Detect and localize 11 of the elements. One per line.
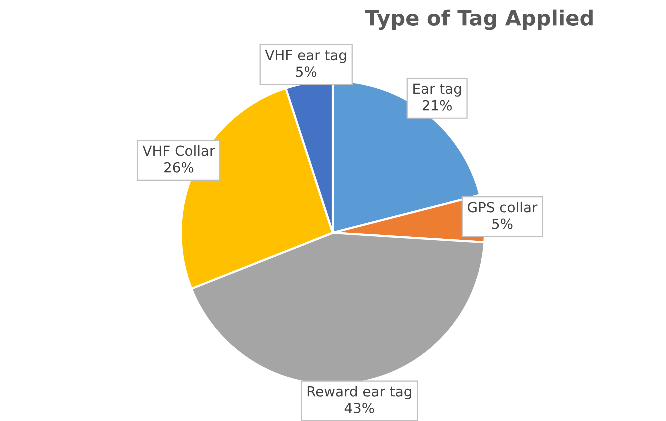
data-label: 21%: [422, 100, 452, 111]
data-label: 43%: [344, 402, 374, 414]
chart-title: Type of Tag Applied: [365, 10, 593, 30]
data-label: 5%: [296, 66, 317, 78]
slice-label: GPS collar: [468, 202, 538, 213]
data-label: 5%: [492, 218, 513, 230]
data-label: 26%: [164, 162, 194, 173]
slice-label: Reward ear tag: [308, 386, 412, 400]
slice-label: VHF Collar: [142, 145, 216, 156]
slice-label: Ear tag: [414, 84, 462, 97]
slice-label: VHF ear tag: [265, 50, 346, 64]
